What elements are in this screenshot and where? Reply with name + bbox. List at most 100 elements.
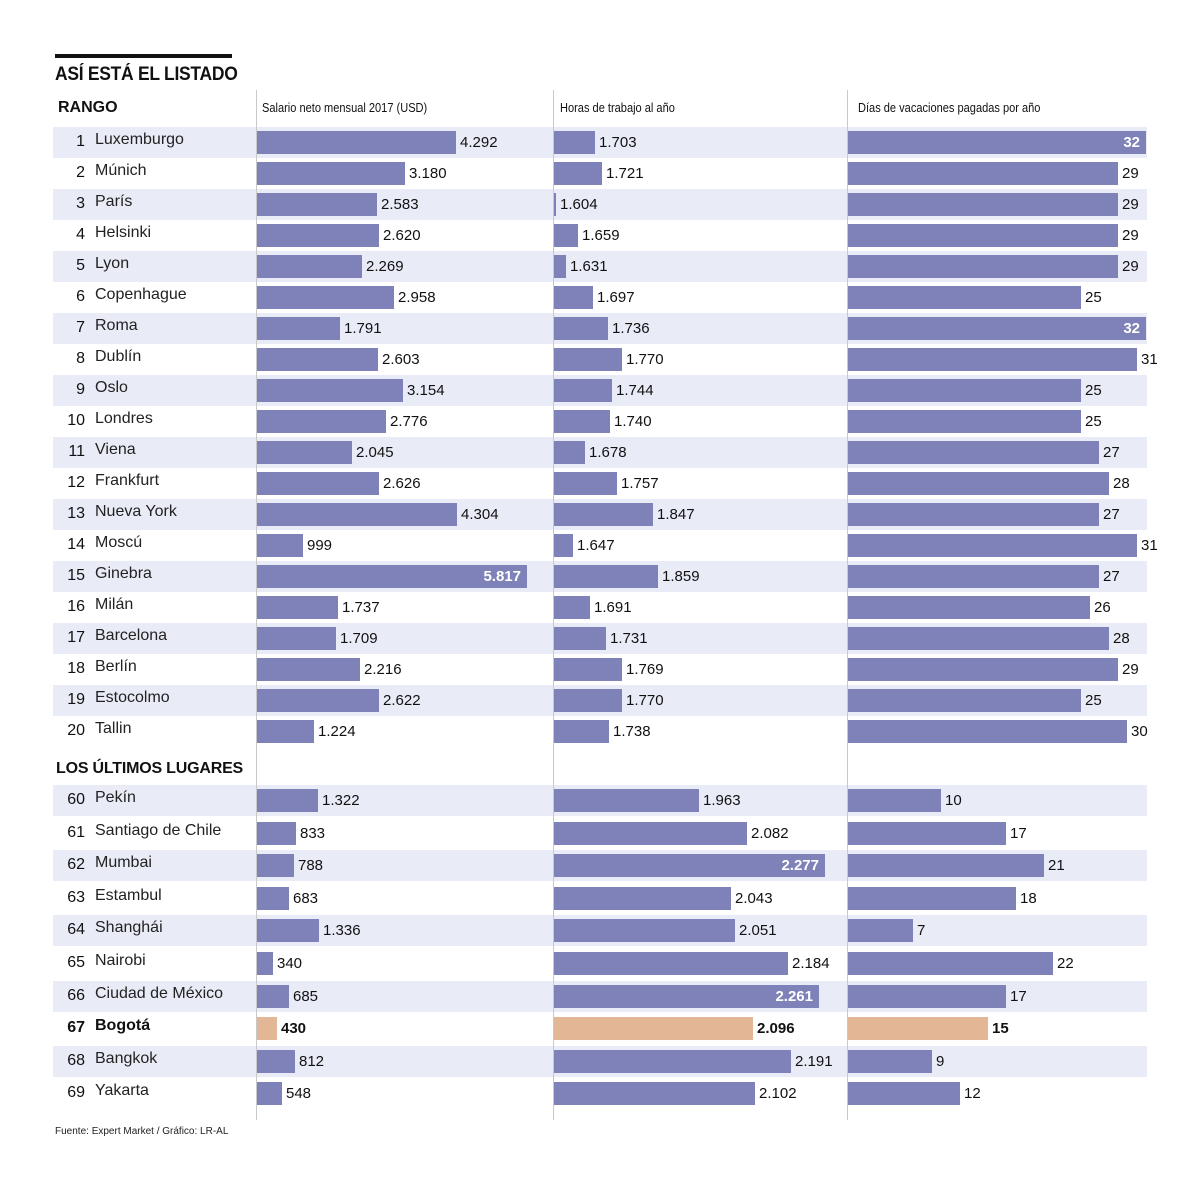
rank-label: 67 [67,1019,85,1037]
section-header-last-places: LOS ÚLTIMOS LUGARES [56,760,244,777]
rank-label: 63 [67,888,85,906]
bar-vacation [848,919,913,943]
bar-salary [257,821,296,845]
value-label-salary: 788 [298,857,324,875]
bar-hours [554,821,747,845]
bar-vacation [848,596,1090,619]
value-label-hours: 2.277 [781,857,819,875]
bar-hours [554,952,788,975]
bar-hours [554,658,622,681]
bar-hours [554,503,653,526]
table-row: 3 París 2.583 1.604 29 [53,189,1147,220]
bar-vacation [848,131,1146,154]
value-label-hours: 1.738 [613,723,651,740]
bar-vacation [848,348,1137,371]
bar-salary [257,472,379,495]
rank-label: 19 [67,691,85,708]
rank-label: 1 [76,133,85,150]
bar-hours [554,1082,755,1106]
table-row: 67 Bogotá 430 2.096 15 [53,1013,1147,1044]
rank-label: 64 [67,921,85,939]
city-label: Londres [95,410,153,427]
bar-vacation [848,534,1137,557]
value-label-vacation: 28 [1113,475,1130,492]
bar-hours [554,317,608,340]
bar-salary [257,503,457,526]
bar-vacation [848,1082,960,1106]
city-label: Oslo [95,379,128,396]
value-label-hours: 1.604 [560,196,598,213]
city-label: Dublín [95,348,142,365]
bar-salary [257,348,378,371]
value-label-vacation: 17 [1010,824,1027,842]
table-row: 63 Estambul 683 2.043 18 [53,883,1147,914]
bar-hours [554,131,595,154]
value-label-vacation: 7 [917,922,926,940]
value-label-hours: 1.757 [621,475,659,492]
bar-hours [554,441,585,464]
value-label-salary: 4.292 [460,134,498,151]
value-label-vacation: 27 [1103,444,1120,461]
city-label: Nairobi [95,952,146,969]
rank-label: 12 [67,474,85,491]
bar-vacation [848,854,1044,878]
value-label-salary: 1.224 [318,723,356,740]
bar-salary [257,596,338,619]
value-label-vacation: 27 [1103,506,1120,523]
rank-label: 20 [67,722,85,739]
value-label-salary: 683 [293,889,319,907]
city-label: Ciudad de México [95,984,224,1002]
table-row: 10 Londres 2.776 1.740 25 [53,406,1147,437]
bar-vacation [848,441,1099,464]
value-label-hours: 2.261 [775,987,813,1005]
value-label-salary: 1.709 [340,630,378,647]
value-label-vacation: 29 [1122,258,1139,275]
rank-label: 5 [76,257,85,274]
value-label-salary: 2.045 [356,444,394,461]
value-label-salary: 1.336 [323,922,361,940]
bar-hours [554,255,566,278]
city-label: Lyon [95,255,130,272]
bar-salary [257,255,362,278]
city-label: Mumbai [95,854,152,872]
value-label-vacation: 12 [964,1085,981,1103]
value-label-vacation: 9 [936,1052,945,1070]
bar-hours [554,348,622,371]
bar-vacation [848,658,1118,681]
bar-salary [257,162,405,185]
value-label-vacation: 18 [1020,889,1037,907]
value-label-hours: 1.770 [626,692,664,709]
value-label-vacation: 31 [1141,351,1158,368]
city-label: Nueva York [95,503,177,520]
bar-vacation [848,224,1118,247]
rank-label: 2 [76,164,85,181]
bar-hours [554,286,593,309]
bar-vacation [848,286,1081,309]
bar-vacation [848,472,1109,495]
table-row: 6 Copenhague 2.958 1.697 25 [53,282,1147,313]
value-label-salary: 4.304 [461,506,499,523]
city-label: Tallin [95,720,132,737]
bar-salary [257,720,314,743]
table-row: 7 Roma 1.791 1.736 32 [53,313,1147,344]
table-row: 65 Nairobi 340 2.184 22 [53,948,1147,979]
rank-header: RANGO [58,99,118,116]
value-label-hours: 1.769 [626,661,664,678]
value-label-vacation: 26 [1094,599,1111,616]
bar-vacation [848,255,1118,278]
value-label-vacation: 10 [945,792,962,809]
value-label-vacation: 32 [1123,134,1140,151]
column-divider [256,90,257,1120]
bar-salary [257,286,394,309]
bar-vacation [848,503,1099,526]
value-label-hours: 1.703 [599,134,637,151]
value-label-hours: 2.102 [759,1085,797,1103]
bar-hours [554,886,731,910]
city-label: París [95,193,133,210]
value-label-salary: 2.603 [382,351,420,368]
value-label-vacation: 25 [1085,692,1102,709]
rank-label: 7 [76,319,85,336]
bar-vacation [848,821,1006,845]
value-label-vacation: 32 [1123,320,1140,337]
bar-hours [554,410,610,433]
